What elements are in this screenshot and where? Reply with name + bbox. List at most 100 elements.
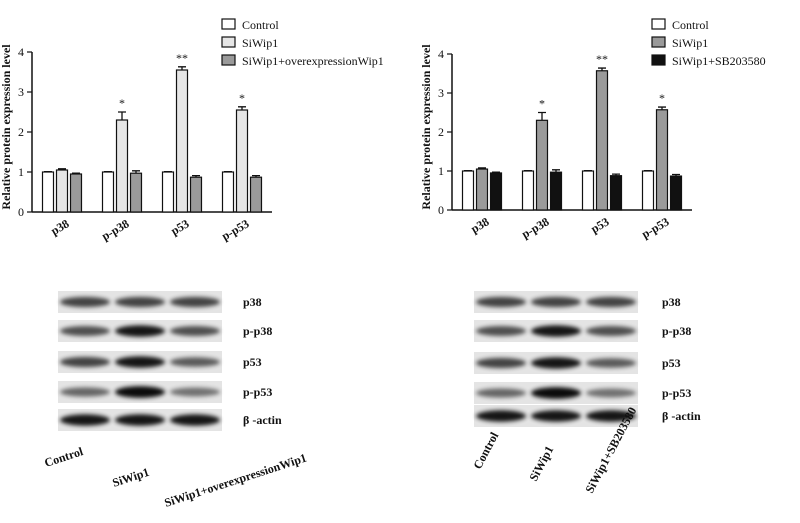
- y-tick-label: 1: [438, 164, 444, 178]
- blot-lane-label: SiWip1: [111, 465, 151, 490]
- blot-band: [60, 414, 110, 426]
- error-bar: [238, 106, 246, 110]
- x-tick-label: p-p53: [219, 216, 251, 243]
- bar: [101, 171, 115, 213]
- error-bar: [552, 169, 560, 173]
- error-bar: [478, 167, 486, 170]
- bar: [655, 109, 669, 211]
- x-tick-label: p-p53: [639, 214, 671, 241]
- legend-label: SiWip1+SB203580: [672, 54, 766, 68]
- bar: [129, 172, 143, 213]
- blot-band: [531, 296, 581, 308]
- x-tick-label: p38: [48, 216, 71, 237]
- legend-label: SiWip1: [672, 36, 708, 50]
- blot-band: [476, 410, 526, 422]
- y-tick-label: 1: [18, 165, 24, 179]
- blot-row-label: p-p38: [662, 324, 691, 338]
- error-bar: [252, 174, 260, 178]
- error-bar: [58, 168, 66, 170]
- blot-band: [476, 388, 526, 398]
- y-tick-label: 0: [18, 205, 24, 219]
- bar: [641, 170, 655, 211]
- blot-row-label: p53: [243, 355, 262, 369]
- legend-swatch: [221, 18, 236, 30]
- blot-row-label: p-p53: [662, 386, 691, 400]
- bar: [161, 171, 175, 213]
- blot-band: [586, 326, 636, 336]
- blot-band: [586, 358, 636, 368]
- blot-band: [60, 296, 110, 308]
- blot-band: [531, 357, 581, 369]
- blot-band: [115, 356, 165, 368]
- x-tick-label: p-p38: [99, 216, 131, 243]
- blot-band: [60, 326, 110, 336]
- y-tick-label: 4: [438, 47, 444, 61]
- x-tick-label: p-p38: [519, 214, 551, 241]
- y-tick-label: 3: [438, 86, 444, 100]
- blot-band: [586, 410, 636, 422]
- blot-band: [586, 296, 636, 308]
- blot-lane-label: Control: [43, 444, 86, 470]
- blot-row-label: p53: [662, 356, 681, 370]
- bar: [235, 109, 249, 213]
- error-bar: [492, 171, 500, 173]
- blot-band: [115, 296, 165, 308]
- y-tick-label: 4: [18, 45, 24, 59]
- blot-band: [115, 325, 165, 337]
- blot-row-label: β -actin: [243, 413, 282, 427]
- blot-band: [60, 387, 110, 397]
- blot-band: [60, 356, 110, 368]
- significance-label: *: [239, 91, 245, 105]
- legend-swatch: [221, 36, 236, 48]
- blot-band: [115, 414, 165, 426]
- legend-label: SiWip1: [242, 36, 278, 50]
- legend-swatch: [651, 18, 666, 30]
- legend-label: Control: [672, 18, 709, 32]
- bar: [521, 170, 535, 211]
- x-tick-label: p53: [168, 216, 191, 237]
- legend-swatch: [651, 54, 666, 66]
- y-tick-label: 2: [18, 125, 24, 139]
- legend-label: SiWip1+overexpressionWip1: [242, 54, 384, 68]
- blot-band: [170, 296, 220, 308]
- error-bar: [672, 173, 680, 177]
- bar: [175, 69, 189, 213]
- error-bar: [118, 111, 126, 120]
- blot-band: [170, 357, 220, 367]
- blot-row-label: p38: [243, 295, 262, 309]
- blot-row-label: β -actin: [662, 409, 701, 423]
- error-bar: [132, 170, 140, 174]
- blot-lane-label: SiWip1: [526, 443, 556, 483]
- blot-lane-label: Control: [470, 429, 501, 471]
- bar: [55, 169, 69, 213]
- blot-band: [531, 325, 581, 337]
- significance-label: **: [176, 51, 188, 65]
- y-axis-title: Relative protein expression level: [0, 44, 13, 210]
- bar: [189, 176, 203, 213]
- error-bar: [598, 67, 606, 71]
- blot-lane-label: SiWip1+overexpressionWip1: [163, 451, 309, 510]
- blot-band: [476, 357, 526, 369]
- bar: [535, 119, 549, 211]
- legend-swatch: [651, 36, 666, 48]
- bar: [41, 171, 55, 213]
- blot-band: [531, 387, 581, 399]
- x-tick-label: p53: [588, 214, 611, 235]
- bar: [669, 175, 683, 211]
- blot-band: [170, 387, 220, 397]
- blot-band: [586, 388, 636, 398]
- bar: [461, 170, 475, 211]
- blot-band: [170, 414, 220, 426]
- blot-row-label: p-p38: [243, 324, 272, 338]
- blot-band: [115, 386, 165, 398]
- error-bar: [658, 106, 666, 110]
- significance-label: *: [539, 97, 545, 111]
- error-bar: [178, 66, 186, 70]
- bar: [69, 173, 83, 213]
- blot-row-label: p-p53: [243, 385, 272, 399]
- error-bar: [192, 174, 200, 178]
- significance-label: *: [659, 91, 665, 105]
- legend-label: Control: [242, 18, 279, 32]
- bar: [489, 172, 503, 211]
- significance-label: *: [119, 96, 125, 110]
